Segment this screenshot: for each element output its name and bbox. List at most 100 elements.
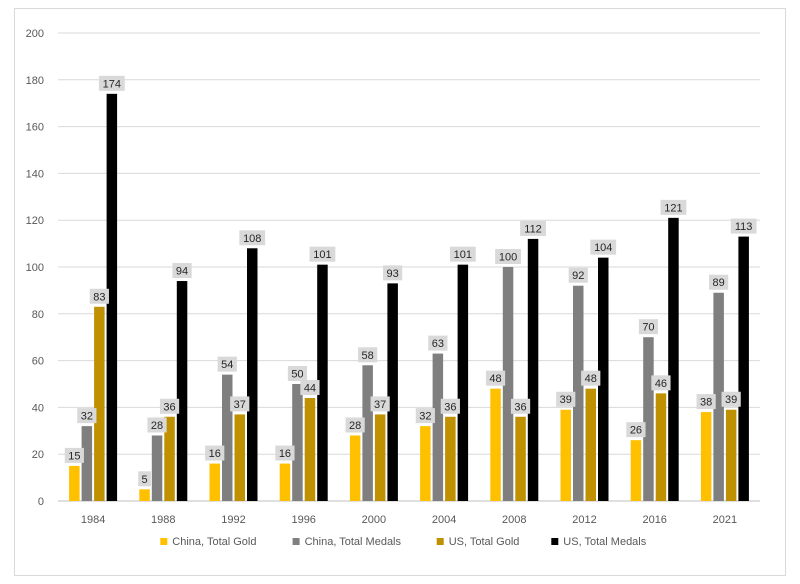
legend-swatch (160, 538, 168, 545)
data-label-box (345, 417, 365, 433)
bar (502, 267, 514, 501)
data-label: 5 (141, 474, 147, 486)
data-label-box (495, 249, 521, 264)
data-label: 15 (68, 450, 80, 462)
data-label: 39 (725, 394, 737, 406)
data-label: 28 (349, 420, 361, 432)
x-tick-label: 2008 (502, 514, 526, 526)
data-label-box (568, 267, 588, 283)
data-label-box (77, 408, 97, 424)
bar (655, 393, 667, 501)
bar (209, 463, 220, 501)
bar (139, 489, 150, 501)
data-label: 37 (374, 399, 386, 411)
data-label: 101 (454, 249, 472, 261)
data-label: 174 (103, 78, 121, 90)
y-tick-label: 40 (32, 402, 44, 414)
data-label: 101 (313, 249, 331, 261)
y-tick-label: 60 (32, 356, 44, 368)
bar (362, 365, 373, 501)
bar (374, 414, 386, 501)
bar (304, 398, 316, 501)
data-label-box (721, 391, 741, 407)
gridlines (58, 32, 760, 502)
y-tick-label: 140 (26, 168, 44, 180)
data-label: 108 (243, 233, 261, 245)
y-tick-label: 80 (32, 309, 44, 321)
data-label: 37 (234, 399, 246, 411)
data-label: 26 (630, 425, 642, 437)
data-label-box (415, 408, 435, 424)
data-label-box (230, 396, 250, 412)
legend-swatch (436, 538, 444, 545)
data-label: 36 (444, 401, 456, 413)
y-tick-label: 180 (26, 75, 44, 87)
data-label-box (440, 398, 460, 414)
x-tick-label: 2016 (642, 514, 666, 526)
data-label: 92 (572, 270, 584, 282)
y-tick-label: 160 (26, 122, 44, 134)
bar (457, 264, 469, 501)
data-label: 28 (151, 420, 163, 432)
bar (713, 292, 724, 501)
data-labels: 1532831745283694165437108165044101285837… (64, 75, 757, 487)
bar (94, 306, 105, 501)
data-label-box (89, 288, 109, 304)
data-label-box (287, 366, 308, 381)
legend: China, Total Gold China, Total Medals US, … (160, 536, 647, 548)
data-label-box (449, 246, 476, 262)
data-label: 36 (514, 401, 526, 413)
bar (432, 353, 444, 501)
data-label-box (64, 447, 84, 463)
data-label-box (98, 75, 125, 91)
data-label-box (300, 380, 320, 396)
bars (69, 93, 749, 502)
data-label-box (709, 274, 729, 290)
bar (668, 217, 679, 502)
bar (222, 374, 233, 501)
data-label-box (660, 199, 687, 215)
data-label-box (556, 391, 576, 407)
data-label: 93 (387, 268, 399, 280)
data-label: 83 (93, 291, 105, 303)
bar (81, 426, 93, 501)
data-label-box (651, 375, 671, 391)
bar (164, 416, 175, 501)
data-label-box (626, 422, 646, 438)
data-label-box (638, 319, 659, 335)
data-label: 50 (291, 369, 303, 381)
data-label-box (217, 356, 237, 372)
y-tick-label: 200 (26, 28, 44, 40)
data-label-box (520, 220, 546, 236)
data-label-box (730, 218, 757, 234)
y-axis-tick-labels: 0 20 40 60 80 100 120 140 160 180 200 (26, 28, 44, 508)
data-label-box (147, 417, 167, 433)
legend-label: China, Total Medals (305, 536, 402, 548)
legend-swatch (551, 538, 559, 545)
bar (279, 463, 291, 501)
data-label: 32 (419, 411, 431, 423)
bar (349, 435, 361, 501)
data-label: 38 (700, 397, 712, 409)
data-label-box (138, 471, 151, 487)
legend-label: China, Total Gold (172, 536, 256, 548)
legend-label: US, Total Gold (449, 536, 520, 548)
bar (420, 426, 431, 501)
data-label: 94 (176, 266, 188, 278)
data-label: 100 (499, 252, 517, 264)
bar (176, 281, 188, 501)
data-label: 113 (735, 221, 753, 233)
bar (445, 416, 456, 501)
bar (527, 238, 539, 502)
bar (317, 264, 328, 501)
bar (490, 388, 501, 501)
y-tick-label: 100 (26, 262, 44, 274)
data-label: 32 (81, 411, 93, 423)
data-label-box (172, 263, 192, 279)
data-label-box (309, 246, 336, 262)
data-label-box (428, 335, 448, 351)
data-label: 104 (594, 242, 612, 254)
legend-label: US, Total Medals (563, 536, 646, 548)
data-label: 44 (304, 383, 316, 395)
